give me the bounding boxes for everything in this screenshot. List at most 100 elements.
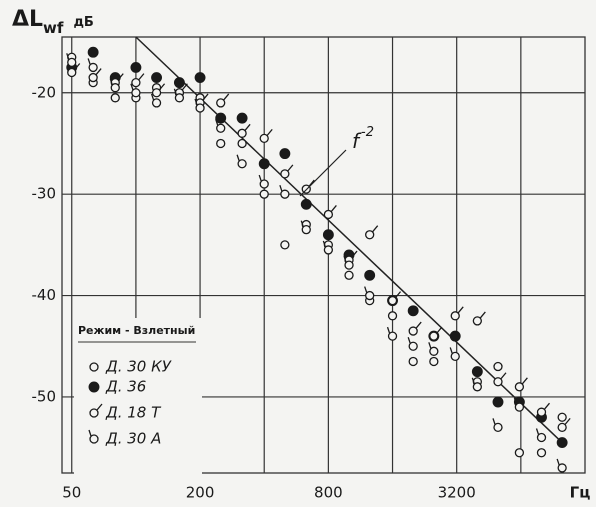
point-tail	[266, 128, 273, 136]
point-circle	[536, 407, 547, 417]
point-circle	[195, 103, 205, 113]
point-circle	[130, 61, 142, 73]
point-circle	[237, 159, 247, 169]
point	[259, 189, 269, 199]
point-circle	[365, 290, 375, 301]
point	[89, 403, 103, 418]
point-circle	[88, 381, 100, 393]
point-circle	[387, 331, 398, 341]
point-circle	[237, 138, 247, 149]
point-circle	[556, 437, 568, 449]
point	[151, 83, 166, 98]
point	[216, 93, 230, 108]
chart-title: ΔLwf дБ	[12, 7, 94, 37]
point-circle	[557, 422, 567, 433]
point	[387, 291, 402, 306]
point-tail	[87, 58, 91, 65]
point-tail	[500, 372, 507, 380]
point-circle	[110, 83, 120, 93]
point-tail	[521, 377, 528, 385]
point-tail	[513, 397, 518, 405]
point-circle	[450, 311, 460, 321]
point	[88, 381, 100, 393]
point-tail	[181, 83, 188, 91]
point-tail	[88, 429, 92, 437]
point-circle	[280, 189, 290, 199]
point-circle	[89, 362, 99, 372]
point-tail	[471, 377, 475, 385]
point	[493, 361, 503, 372]
point	[173, 88, 185, 103]
point	[364, 286, 375, 301]
point-tail	[428, 342, 432, 349]
point-tail	[330, 205, 337, 212]
point	[492, 418, 503, 433]
point	[556, 437, 568, 449]
reference-line	[135, 36, 563, 444]
point-tail	[322, 240, 326, 248]
point-circle	[110, 93, 120, 103]
x-tick-label: 200	[186, 484, 215, 502]
point-circle	[514, 448, 525, 458]
point-circle	[216, 98, 226, 108]
point	[279, 148, 291, 160]
point-tail	[457, 306, 464, 314]
point-circle	[364, 269, 376, 281]
point-circle	[557, 463, 567, 473]
point-tail	[407, 337, 411, 344]
point-circle	[216, 138, 226, 149]
point-tail	[202, 93, 209, 101]
point-circle	[493, 422, 503, 433]
point	[259, 128, 273, 144]
point	[173, 77, 185, 89]
point	[236, 112, 248, 124]
x-axis-label: Гц	[570, 484, 591, 502]
point-circle	[514, 402, 525, 412]
point	[514, 377, 528, 392]
point-circle	[151, 88, 162, 98]
point-circle	[88, 62, 98, 73]
point-circle	[472, 316, 482, 326]
point-circle	[408, 341, 418, 351]
point-tail	[138, 73, 145, 81]
point-circle	[323, 209, 334, 220]
point-circle	[323, 245, 334, 255]
point-circle	[151, 72, 163, 84]
plot-frame	[61, 36, 586, 474]
point-circle	[408, 326, 418, 336]
point-circle	[87, 46, 99, 58]
point	[492, 396, 504, 408]
point-tail	[215, 119, 219, 126]
point	[88, 68, 102, 83]
point-circle	[237, 128, 247, 138]
point	[407, 305, 419, 317]
point-circle	[429, 356, 439, 367]
point	[513, 397, 525, 412]
point	[258, 174, 269, 189]
point	[471, 366, 483, 378]
point-circle	[344, 260, 354, 270]
point	[89, 362, 99, 372]
point	[216, 138, 226, 149]
point-circle	[280, 169, 290, 179]
point-circle	[365, 230, 375, 240]
point-tail	[386, 326, 391, 334]
point	[536, 402, 550, 417]
point-tail	[66, 53, 70, 60]
point-tail	[436, 326, 443, 334]
point-circle	[471, 366, 483, 378]
point-circle	[429, 346, 439, 356]
point	[237, 138, 247, 149]
point-circle	[408, 356, 418, 367]
point-circle	[301, 225, 311, 235]
point	[557, 417, 571, 433]
point	[429, 326, 443, 341]
point-circle	[493, 361, 503, 372]
point-tail	[96, 403, 103, 411]
point-circle	[67, 67, 77, 78]
point	[387, 311, 398, 321]
point-circle	[493, 377, 503, 387]
title-subscript: wf	[43, 19, 64, 37]
point-circle	[514, 382, 525, 392]
point-tail	[74, 63, 81, 70]
